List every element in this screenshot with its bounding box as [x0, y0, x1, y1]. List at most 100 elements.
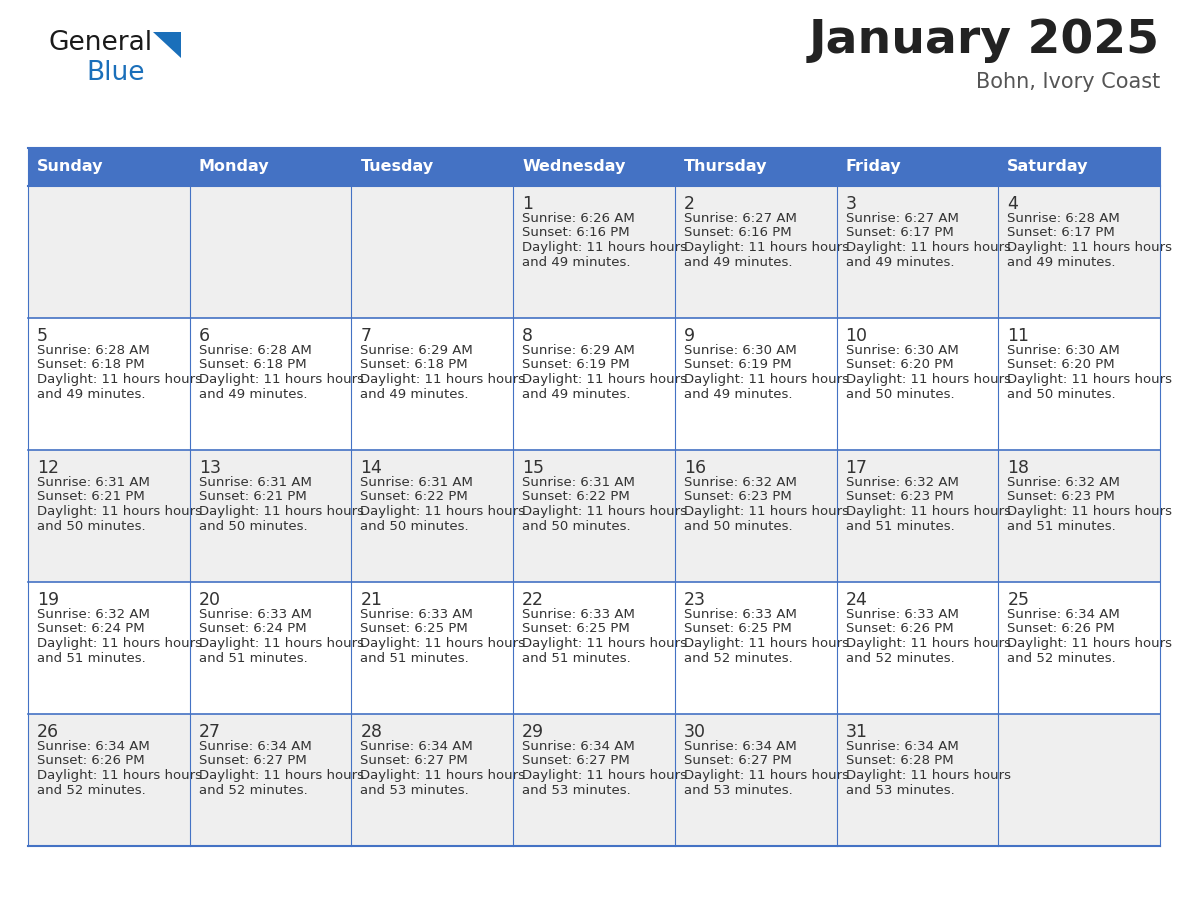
- Text: Daylight: 11 hours hours: Daylight: 11 hours hours: [523, 637, 687, 651]
- Bar: [352, 714, 513, 846]
- Text: Sunset: 6:17 PM: Sunset: 6:17 PM: [1007, 227, 1116, 240]
- Text: Sunset: 6:16 PM: Sunset: 6:16 PM: [684, 227, 791, 240]
- Text: 11: 11: [1007, 327, 1029, 345]
- Text: Sunrise: 6:32 AM: Sunrise: 6:32 AM: [37, 608, 150, 621]
- Bar: [998, 714, 1159, 846]
- Text: and 53 minutes.: and 53 minutes.: [523, 785, 631, 798]
- Bar: [513, 318, 675, 450]
- Text: Sunrise: 6:31 AM: Sunrise: 6:31 AM: [523, 476, 636, 488]
- Text: and 51 minutes.: and 51 minutes.: [1007, 521, 1116, 533]
- Text: and 51 minutes.: and 51 minutes.: [198, 653, 308, 666]
- Bar: [29, 582, 190, 714]
- Text: Sunrise: 6:34 AM: Sunrise: 6:34 AM: [37, 740, 150, 753]
- Text: and 51 minutes.: and 51 minutes.: [523, 653, 631, 666]
- Text: and 50 minutes.: and 50 minutes.: [684, 521, 792, 533]
- Text: General: General: [48, 30, 152, 56]
- Bar: [190, 148, 352, 186]
- Text: 5: 5: [37, 327, 48, 345]
- Text: and 49 minutes.: and 49 minutes.: [684, 388, 792, 401]
- Bar: [352, 148, 513, 186]
- Bar: [190, 186, 352, 318]
- Text: 31: 31: [846, 723, 867, 741]
- Text: Sunset: 6:24 PM: Sunset: 6:24 PM: [198, 622, 307, 635]
- Text: and 53 minutes.: and 53 minutes.: [684, 785, 792, 798]
- Text: and 53 minutes.: and 53 minutes.: [846, 785, 954, 798]
- Text: Daylight: 11 hours hours: Daylight: 11 hours hours: [846, 374, 1011, 386]
- Text: Sunset: 6:26 PM: Sunset: 6:26 PM: [846, 622, 953, 635]
- Text: Sunrise: 6:34 AM: Sunrise: 6:34 AM: [1007, 608, 1120, 621]
- Text: Sunset: 6:28 PM: Sunset: 6:28 PM: [846, 755, 953, 767]
- Text: Daylight: 11 hours hours: Daylight: 11 hours hours: [360, 769, 525, 782]
- Text: Daylight: 11 hours hours: Daylight: 11 hours hours: [37, 374, 202, 386]
- Text: and 51 minutes.: and 51 minutes.: [37, 653, 146, 666]
- Bar: [29, 714, 190, 846]
- Text: 22: 22: [523, 591, 544, 609]
- Text: Sunrise: 6:32 AM: Sunrise: 6:32 AM: [684, 476, 797, 488]
- Text: Daylight: 11 hours hours: Daylight: 11 hours hours: [1007, 506, 1173, 519]
- Text: Sunrise: 6:28 AM: Sunrise: 6:28 AM: [1007, 211, 1120, 225]
- Text: Sunset: 6:19 PM: Sunset: 6:19 PM: [523, 359, 630, 372]
- Text: Sunset: 6:26 PM: Sunset: 6:26 PM: [37, 755, 145, 767]
- Text: and 51 minutes.: and 51 minutes.: [360, 653, 469, 666]
- Text: 15: 15: [523, 459, 544, 477]
- Text: Monday: Monday: [198, 160, 270, 174]
- Text: Sunrise: 6:34 AM: Sunrise: 6:34 AM: [523, 740, 634, 753]
- Text: 30: 30: [684, 723, 706, 741]
- Text: Sunset: 6:21 PM: Sunset: 6:21 PM: [37, 490, 145, 503]
- Text: and 49 minutes.: and 49 minutes.: [523, 256, 631, 270]
- Bar: [513, 450, 675, 582]
- Bar: [190, 714, 352, 846]
- Bar: [513, 714, 675, 846]
- Text: Sunrise: 6:27 AM: Sunrise: 6:27 AM: [846, 211, 959, 225]
- Text: Daylight: 11 hours hours: Daylight: 11 hours hours: [360, 506, 525, 519]
- Text: Sunrise: 6:34 AM: Sunrise: 6:34 AM: [846, 740, 959, 753]
- Text: and 52 minutes.: and 52 minutes.: [846, 653, 954, 666]
- Bar: [513, 186, 675, 318]
- Text: Thursday: Thursday: [684, 160, 767, 174]
- Text: 9: 9: [684, 327, 695, 345]
- Text: Sunset: 6:17 PM: Sunset: 6:17 PM: [846, 227, 953, 240]
- Text: 20: 20: [198, 591, 221, 609]
- Text: Sunset: 6:23 PM: Sunset: 6:23 PM: [846, 490, 953, 503]
- Bar: [190, 450, 352, 582]
- Text: Friday: Friday: [846, 160, 902, 174]
- Text: Daylight: 11 hours hours: Daylight: 11 hours hours: [846, 241, 1011, 254]
- Text: Sunrise: 6:30 AM: Sunrise: 6:30 AM: [1007, 343, 1120, 356]
- Text: and 50 minutes.: and 50 minutes.: [360, 521, 469, 533]
- Text: 16: 16: [684, 459, 706, 477]
- Text: Sunrise: 6:33 AM: Sunrise: 6:33 AM: [198, 608, 311, 621]
- Bar: [675, 582, 836, 714]
- Text: Daylight: 11 hours hours: Daylight: 11 hours hours: [846, 506, 1011, 519]
- Text: Daylight: 11 hours hours: Daylight: 11 hours hours: [1007, 374, 1173, 386]
- Text: Daylight: 11 hours hours: Daylight: 11 hours hours: [198, 637, 364, 651]
- Text: Sunset: 6:23 PM: Sunset: 6:23 PM: [684, 490, 791, 503]
- Text: and 49 minutes.: and 49 minutes.: [684, 256, 792, 270]
- Text: Sunrise: 6:29 AM: Sunrise: 6:29 AM: [523, 343, 634, 356]
- Text: Daylight: 11 hours hours: Daylight: 11 hours hours: [523, 241, 687, 254]
- Bar: [29, 186, 190, 318]
- Text: Tuesday: Tuesday: [360, 160, 434, 174]
- Text: Sunset: 6:19 PM: Sunset: 6:19 PM: [684, 359, 791, 372]
- Bar: [675, 186, 836, 318]
- Text: Sunset: 6:18 PM: Sunset: 6:18 PM: [198, 359, 307, 372]
- Bar: [352, 582, 513, 714]
- Text: Sunset: 6:16 PM: Sunset: 6:16 PM: [523, 227, 630, 240]
- Text: Daylight: 11 hours hours: Daylight: 11 hours hours: [684, 769, 849, 782]
- Text: Daylight: 11 hours hours: Daylight: 11 hours hours: [523, 374, 687, 386]
- Text: Daylight: 11 hours hours: Daylight: 11 hours hours: [198, 506, 364, 519]
- Bar: [836, 582, 998, 714]
- Text: January 2025: January 2025: [809, 18, 1159, 63]
- Bar: [836, 148, 998, 186]
- Text: 17: 17: [846, 459, 867, 477]
- Text: 6: 6: [198, 327, 210, 345]
- Text: Wednesday: Wednesday: [523, 160, 626, 174]
- Text: Sunset: 6:22 PM: Sunset: 6:22 PM: [360, 490, 468, 503]
- Bar: [190, 582, 352, 714]
- Text: and 50 minutes.: and 50 minutes.: [1007, 388, 1116, 401]
- Text: Daylight: 11 hours hours: Daylight: 11 hours hours: [37, 506, 202, 519]
- Text: Daylight: 11 hours hours: Daylight: 11 hours hours: [37, 769, 202, 782]
- Text: Sunset: 6:25 PM: Sunset: 6:25 PM: [684, 622, 791, 635]
- Text: 7: 7: [360, 327, 372, 345]
- Text: Sunrise: 6:28 AM: Sunrise: 6:28 AM: [37, 343, 150, 356]
- Text: and 49 minutes.: and 49 minutes.: [1007, 256, 1116, 270]
